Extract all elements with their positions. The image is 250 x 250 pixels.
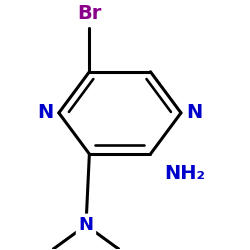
- Text: N: N: [186, 104, 202, 122]
- Text: NH₂: NH₂: [164, 164, 205, 183]
- Text: N: N: [38, 104, 54, 122]
- Text: N: N: [78, 216, 94, 234]
- Text: Br: Br: [77, 4, 102, 22]
